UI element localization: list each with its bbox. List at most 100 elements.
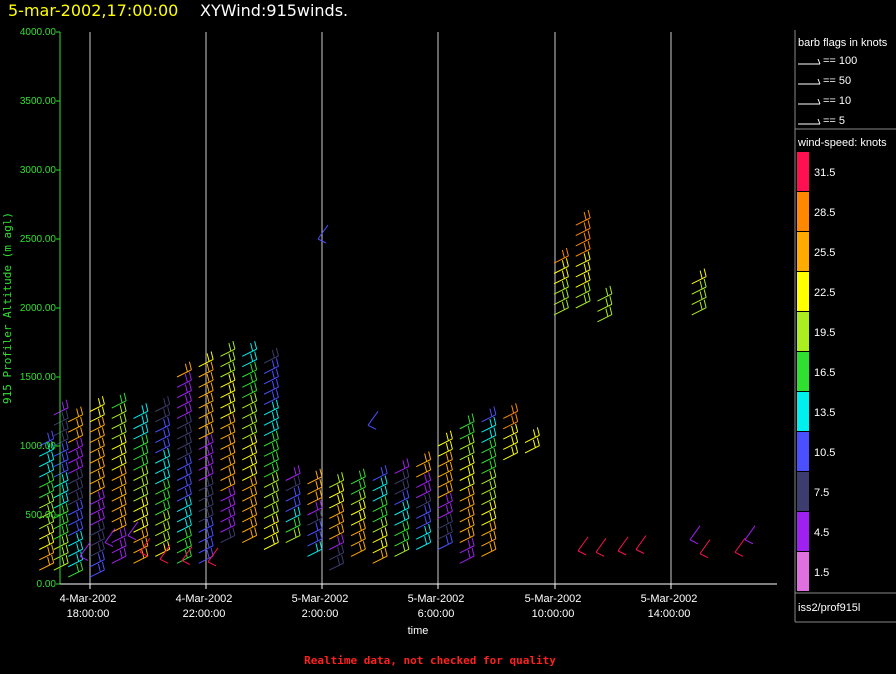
wind-barb-flag bbox=[583, 242, 587, 252]
wind-barb-flag bbox=[254, 423, 258, 433]
wind-barb-flag bbox=[141, 425, 145, 435]
wind-barb-flag bbox=[406, 530, 410, 539]
wind-barb-flag bbox=[101, 541, 105, 550]
wind-barb-flag bbox=[210, 516, 214, 526]
wind-barb-flag bbox=[561, 270, 565, 279]
wind-barb bbox=[39, 562, 54, 571]
wind-barb-flag bbox=[511, 405, 515, 414]
wind-barb bbox=[155, 434, 170, 443]
wind-barb bbox=[176, 462, 192, 471]
wind-barb-flag bbox=[51, 523, 55, 533]
wind-barb bbox=[307, 486, 323, 495]
wind-barb-flag bbox=[51, 503, 55, 512]
wind-barb-flag bbox=[76, 439, 80, 448]
wind-barb-flag bbox=[467, 477, 471, 486]
wind-barb-column bbox=[198, 351, 214, 564]
wind-barb-flag bbox=[51, 534, 55, 543]
wind-barb-flag bbox=[445, 536, 449, 545]
wind-barb bbox=[481, 507, 497, 516]
wind-barb-flag bbox=[583, 211, 587, 221]
speed-color-swatch bbox=[797, 352, 809, 391]
wind-barb-flag bbox=[337, 515, 341, 524]
wind-barb bbox=[394, 486, 410, 495]
wind-barb-flag bbox=[467, 518, 471, 528]
wind-barb-flag bbox=[428, 503, 432, 512]
wind-barb-flag bbox=[206, 477, 210, 486]
wind-barb-flag bbox=[101, 510, 105, 519]
y-tick-label: 3000.00 bbox=[20, 165, 57, 176]
wind-barb bbox=[285, 524, 301, 533]
wind-barb-flag bbox=[358, 501, 362, 510]
wind-barb-flag bbox=[123, 434, 127, 443]
wind-barb bbox=[481, 528, 497, 537]
x-tick-label-time: 22:00:00 bbox=[183, 608, 226, 620]
wind-barb-column bbox=[524, 427, 540, 454]
wind-barb bbox=[307, 528, 323, 537]
wind-barb-flag bbox=[97, 470, 101, 479]
wind-barb-flag bbox=[424, 536, 428, 545]
wind-barb-flag bbox=[101, 447, 105, 457]
wind-barb bbox=[220, 524, 236, 533]
wind-barb bbox=[220, 410, 236, 419]
wind-barb-flag bbox=[97, 429, 101, 438]
wind-barb-flag bbox=[47, 556, 51, 566]
wind-barb bbox=[394, 517, 410, 526]
wind-barb bbox=[553, 276, 569, 285]
wind-barb-column bbox=[437, 430, 453, 550]
wind-barb-flag bbox=[101, 396, 105, 405]
wind-barb bbox=[39, 479, 54, 488]
wind-barb-flag bbox=[76, 512, 80, 521]
wind-barb-flag bbox=[384, 527, 388, 536]
wind-barb-flag bbox=[275, 347, 279, 357]
wind-barb-flag bbox=[315, 491, 319, 500]
wind-barb-flag bbox=[65, 420, 69, 429]
wind-barb-flag bbox=[206, 374, 210, 383]
wind-barb bbox=[198, 400, 214, 409]
wind-barb-flag bbox=[471, 496, 475, 505]
wind-barb-flag bbox=[250, 394, 254, 403]
wind-barb-flag bbox=[271, 422, 275, 431]
wind-barb bbox=[89, 455, 105, 464]
wind-barb-flag bbox=[47, 536, 51, 545]
wind-barb-flag bbox=[467, 529, 471, 538]
wind-barb-flag bbox=[293, 508, 297, 517]
wind-barb-flag bbox=[583, 284, 587, 293]
wind-barb bbox=[53, 407, 69, 416]
wind-barb bbox=[263, 386, 279, 395]
wind-barb bbox=[263, 510, 279, 519]
x-tick-label-time: 2:00:00 bbox=[302, 608, 339, 620]
wind-barb-flag bbox=[206, 529, 210, 538]
wind-barb bbox=[416, 541, 431, 550]
wind-barb-flag bbox=[76, 543, 80, 552]
wind-barb-flag bbox=[119, 394, 123, 403]
wind-barb-flag bbox=[297, 516, 301, 526]
wind-barb bbox=[394, 465, 410, 475]
wind-barb-flag bbox=[315, 522, 319, 531]
wind-barb bbox=[329, 490, 344, 499]
wind-barb bbox=[577, 536, 589, 552]
wind-barb-flag bbox=[97, 439, 101, 448]
wind-barb-flag bbox=[210, 485, 214, 495]
wind-barb-flag bbox=[188, 537, 192, 546]
wind-barb-flag bbox=[65, 503, 69, 512]
wind-barb-flag bbox=[384, 496, 388, 505]
wind-barb bbox=[176, 369, 192, 378]
x-tick-label-time: 18:00:00 bbox=[67, 608, 110, 620]
wind-barb-flag bbox=[206, 425, 210, 435]
wind-barb-flag bbox=[275, 358, 279, 367]
wind-barb bbox=[89, 424, 105, 433]
wind-barb-flag bbox=[297, 506, 301, 515]
wind-barb bbox=[89, 434, 105, 443]
x-tick-label-date: 4-Mar-2002 bbox=[176, 593, 233, 605]
wind-barb-flag bbox=[206, 487, 210, 497]
wind-barb-flag bbox=[119, 498, 123, 507]
wind-barb bbox=[111, 452, 127, 461]
wind-barb-flag bbox=[228, 498, 232, 507]
wind-barb-flag bbox=[254, 403, 258, 412]
wind-barb bbox=[617, 536, 629, 552]
wind-barb-flag bbox=[275, 523, 279, 533]
wind-barb bbox=[89, 507, 105, 516]
wind-barb-flag bbox=[319, 499, 323, 508]
wind-barb-flag bbox=[232, 413, 236, 422]
wind-barb bbox=[437, 500, 453, 509]
